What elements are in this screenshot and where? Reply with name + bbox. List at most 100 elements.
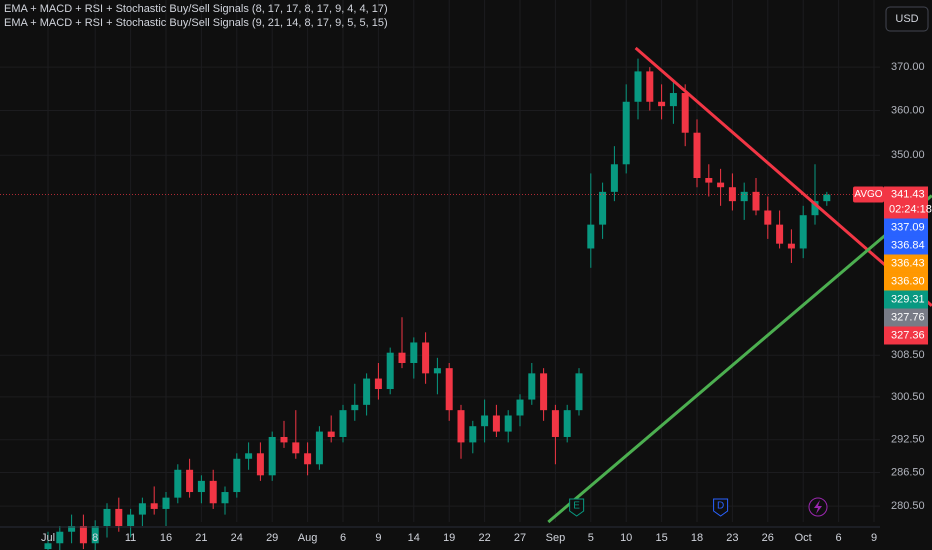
- candle-body: [528, 373, 536, 400]
- candle-body: [457, 410, 465, 443]
- price-tag-label: 327.76: [891, 311, 925, 323]
- currency[interactable]: USD: [895, 13, 918, 25]
- candle-body: [91, 526, 99, 544]
- x-tick-label: 5: [588, 532, 594, 544]
- candle-body: [422, 342, 430, 374]
- x-tick-label: 6: [340, 532, 346, 544]
- currency-button[interactable]: [885, 6, 929, 32]
- price-tag-label: 336.30: [891, 275, 925, 287]
- candle-body: [740, 191, 748, 202]
- candle-body: [481, 415, 489, 427]
- candle-body: [351, 404, 359, 411]
- x-tick-label: 8: [92, 532, 98, 544]
- candle-body: [764, 210, 772, 225]
- candle-body: [304, 453, 312, 465]
- candle-body: [752, 191, 760, 211]
- trendline: [547, 194, 932, 524]
- candle-body: [245, 453, 253, 459]
- candle-body: [221, 492, 229, 504]
- y-tick-label: 292.50: [891, 434, 925, 446]
- x-tick-label: 10: [620, 532, 632, 544]
- y-tick-label: 350.00: [891, 149, 925, 161]
- x-tick-label: Aug: [298, 532, 318, 544]
- y-tick-label: 360.00: [891, 104, 925, 116]
- price-tag: [884, 254, 928, 273]
- last-price-label: 341.43: [891, 188, 925, 200]
- candle-body: [717, 182, 725, 188]
- candle-body: [669, 93, 677, 107]
- candle-body: [44, 543, 52, 550]
- candle-body: [209, 480, 217, 504]
- price-tag: [884, 236, 928, 255]
- candle-body: [68, 526, 76, 532]
- candle-body: [504, 415, 512, 432]
- price-tag: [884, 308, 928, 327]
- candle-body: [56, 531, 64, 544]
- candle-body: [658, 101, 666, 107]
- candle-body: [398, 352, 406, 363]
- candle-body: [587, 224, 595, 249]
- candle-body: [386, 352, 394, 390]
- x-tick-label: Oct: [795, 532, 812, 544]
- candle-body: [292, 442, 300, 454]
- y-tick-label: 286.50: [891, 466, 925, 478]
- price-tag: [884, 272, 928, 291]
- last-price-tag: [884, 186, 928, 219]
- candle-body: [516, 399, 524, 416]
- candle-body: [469, 426, 477, 443]
- candle-body: [115, 508, 123, 527]
- candle-body: [79, 526, 87, 544]
- candle-body: [197, 480, 205, 493]
- candle-body: [551, 410, 559, 437]
- candle-body: [268, 436, 276, 476]
- y-tick-label: 300.50: [891, 391, 925, 403]
- event-label: D: [717, 501, 724, 512]
- candle-body: [162, 497, 170, 509]
- x-tick-label: 21: [195, 532, 207, 544]
- x-tick-label: 24: [231, 532, 243, 544]
- x-tick-label: Sep: [546, 532, 566, 544]
- event-marker: [713, 498, 729, 517]
- candle-body: [363, 378, 371, 405]
- candle-body: [622, 101, 630, 165]
- x-tick-label: 9: [375, 532, 381, 544]
- trendline: [634, 46, 932, 307]
- candle-body: [410, 342, 418, 363]
- price-tag-label: 327.36: [891, 329, 925, 341]
- x-tick-label: 9: [871, 532, 877, 544]
- candle-body: [233, 458, 241, 493]
- x-tick-label: 26: [762, 532, 774, 544]
- indicator-legend: EMA + MACD + RSI + Stochastic Buy/Sell S…: [4, 17, 388, 29]
- candle-body: [811, 201, 819, 216]
- candle-body: [138, 503, 146, 515]
- event-label: E: [573, 501, 580, 512]
- price-tag-label: 336.43: [891, 257, 925, 269]
- countdown-label: 02:24:18: [889, 203, 932, 215]
- candle-body: [634, 71, 642, 102]
- candle-body: [315, 431, 323, 465]
- candle-body: [103, 508, 111, 527]
- candle-body: [150, 503, 158, 509]
- symbol-tag: [853, 186, 884, 203]
- event-marker: [569, 498, 585, 517]
- x-tick-label: 22: [478, 532, 490, 544]
- candle-body: [646, 71, 654, 102]
- x-tick-label: 6: [836, 532, 842, 544]
- price-tag: [884, 218, 928, 237]
- x-tick-label: 11: [125, 532, 136, 544]
- x-tick-label: Jul: [41, 532, 55, 544]
- candle-body: [563, 410, 571, 437]
- candle-body: [823, 194, 831, 202]
- y-tick-label: 280.50: [891, 500, 925, 512]
- x-tick-label: 27: [514, 532, 526, 544]
- lightning-icon: [814, 500, 822, 514]
- candle-body: [327, 431, 335, 437]
- x-tick-label: 14: [408, 532, 420, 544]
- price-tag-label: 337.09: [891, 221, 925, 233]
- candle-body: [492, 415, 500, 432]
- x-tick-label: 15: [655, 532, 667, 544]
- indicator-legend: EMA + MACD + RSI + Stochastic Buy/Sell S…: [4, 3, 388, 15]
- candle-body: [174, 469, 182, 498]
- candle-body: [575, 373, 583, 411]
